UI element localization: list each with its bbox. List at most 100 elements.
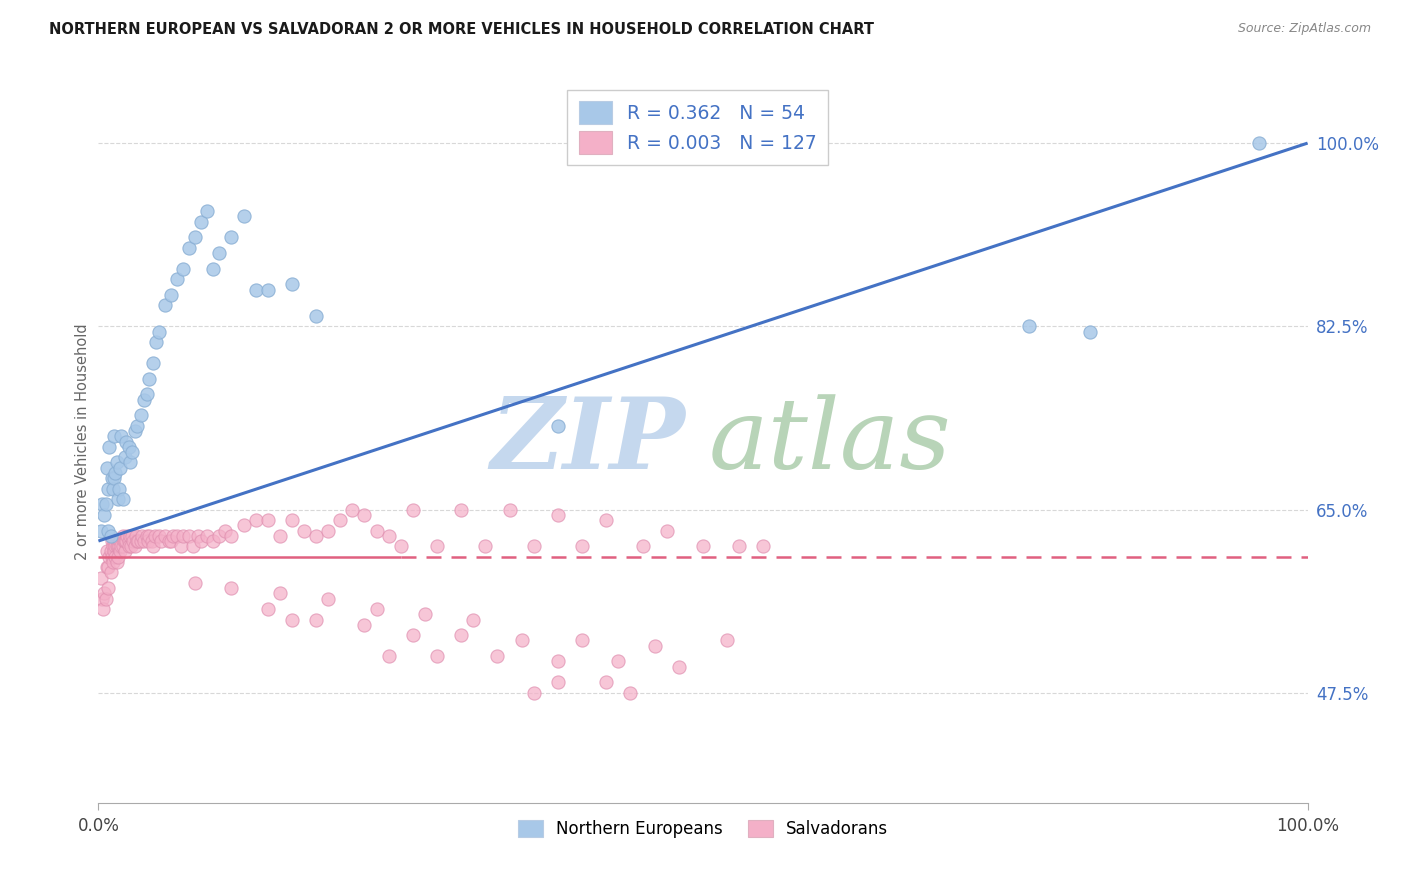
Point (120, 539, 142, 553)
Point (103, 471, 125, 485)
Point (450, 502, 472, 516)
Point (112, 534, 135, 549)
Point (486, 649, 509, 664)
Point (124, 539, 146, 553)
Point (245, 513, 267, 527)
Point (97, 560, 120, 574)
Point (131, 529, 153, 543)
Point (214, 524, 236, 538)
Point (142, 539, 165, 553)
Text: ZIP: ZIP (489, 393, 685, 490)
Point (752, 539, 775, 553)
Point (96, 460, 118, 475)
Point (353, 617, 375, 632)
Point (91, 602, 114, 616)
Point (98, 549, 121, 564)
Point (104, 549, 127, 564)
Point (108, 544, 131, 558)
Point (111, 539, 134, 553)
Point (202, 534, 225, 549)
Point (100, 534, 122, 549)
Legend: Northern Europeans, Salvadorans: Northern Europeans, Salvadorans (510, 814, 896, 845)
Point (105, 555, 128, 569)
Point (127, 418, 149, 433)
Point (160, 288, 183, 302)
Point (377, 649, 399, 664)
Point (366, 602, 388, 616)
Point (402, 502, 425, 516)
Point (100, 566, 122, 580)
Point (668, 659, 690, 673)
Text: atlas: atlas (709, 394, 952, 489)
Point (135, 529, 157, 543)
Point (342, 502, 364, 516)
Point (426, 649, 449, 664)
Point (474, 539, 496, 553)
Text: Source: ZipAtlas.com: Source: ZipAtlas.com (1237, 22, 1371, 36)
Point (107, 492, 129, 507)
Point (179, 529, 201, 543)
Point (195, 204, 218, 219)
Point (145, 334, 167, 349)
Point (305, 613, 328, 627)
Point (90, 571, 112, 585)
Point (305, 529, 328, 543)
Point (115, 534, 138, 549)
Point (108, 460, 131, 475)
Point (547, 418, 569, 433)
Point (100, 471, 122, 485)
Point (127, 534, 149, 549)
Point (100, 549, 122, 564)
Point (94, 591, 117, 606)
Point (316, 591, 339, 606)
Point (402, 628, 425, 642)
Point (498, 502, 520, 516)
Point (121, 445, 143, 459)
Point (114, 450, 136, 465)
Point (129, 534, 152, 549)
Point (184, 575, 207, 590)
Point (110, 429, 132, 443)
Point (571, 539, 593, 553)
Point (138, 529, 160, 543)
Point (101, 539, 124, 553)
Point (389, 539, 412, 553)
Point (208, 529, 231, 543)
Point (101, 555, 124, 569)
Point (232, 210, 254, 224)
Point (571, 633, 593, 648)
Point (121, 529, 143, 543)
Point (547, 675, 569, 690)
Point (127, 534, 149, 549)
Point (122, 534, 145, 549)
Point (221, 581, 243, 595)
Point (281, 513, 304, 527)
Point (118, 455, 141, 469)
Point (426, 539, 449, 553)
Point (111, 492, 134, 507)
Point (91, 497, 114, 511)
Point (547, 508, 569, 522)
Point (93, 586, 115, 600)
Point (100, 544, 122, 558)
Point (523, 686, 546, 700)
Point (108, 482, 131, 496)
Point (108, 539, 131, 553)
Point (97, 524, 120, 538)
Point (221, 230, 243, 244)
Point (184, 230, 207, 244)
Point (110, 539, 132, 553)
Point (135, 387, 157, 401)
Point (607, 655, 630, 669)
Point (692, 539, 714, 553)
Point (172, 261, 194, 276)
Point (150, 534, 173, 549)
Point (103, 534, 125, 549)
Point (256, 283, 278, 297)
Point (1249, 136, 1271, 150)
Point (187, 529, 209, 543)
Point (97, 482, 120, 496)
Point (728, 539, 751, 553)
Point (269, 586, 291, 600)
Point (117, 529, 139, 543)
